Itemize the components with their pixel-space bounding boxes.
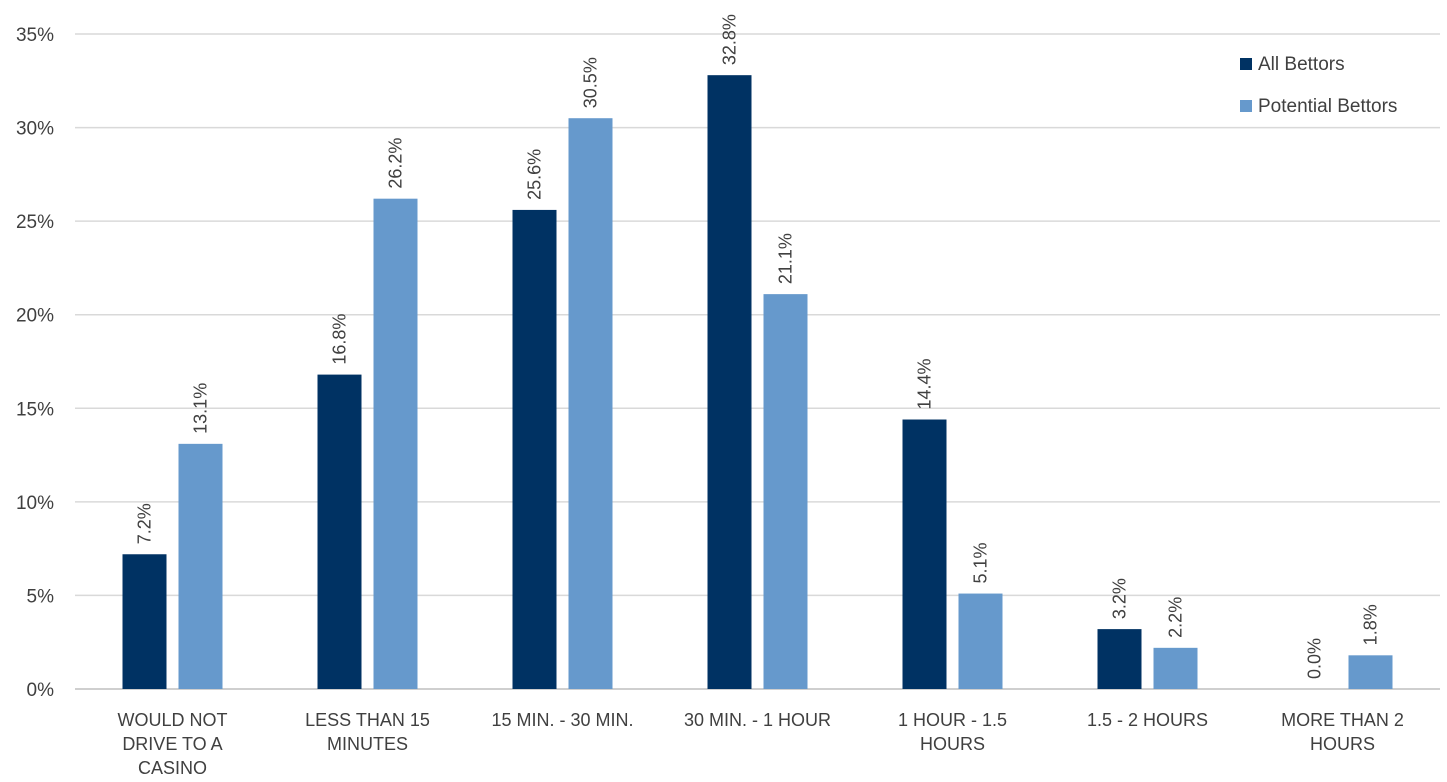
x-category-label: 1.5 - 2 HOURS <box>1087 710 1208 730</box>
y-tick-label: 20% <box>16 306 54 327</box>
x-category-label: CASINO <box>138 758 207 778</box>
y-tick-label: 30% <box>16 119 54 140</box>
bar-potential-bettors <box>178 443 223 689</box>
bar-all-bettors <box>707 75 752 689</box>
x-category-label: 1 HOUR - 1.5 <box>898 710 1007 730</box>
x-category-label: MINUTES <box>327 734 408 754</box>
y-tick-label: 25% <box>16 212 54 233</box>
data-label: 13.1% <box>191 383 211 434</box>
bar-all-bettors <box>512 209 557 689</box>
legend-label: All Bettors <box>1258 54 1345 75</box>
data-label: 14.4% <box>915 358 935 409</box>
x-category-label: HOURS <box>1310 734 1375 754</box>
x-category-label: 30 MIN. - 1 HOUR <box>684 710 831 730</box>
y-tick-label: 0% <box>27 680 55 701</box>
y-tick-label: 5% <box>27 586 55 607</box>
data-label: 16.8% <box>330 314 350 365</box>
legend-label: Potential Bettors <box>1258 96 1397 117</box>
data-label: 5.1% <box>971 543 991 584</box>
bar-potential-bettors <box>568 118 613 689</box>
bar-all-bettors <box>122 554 167 689</box>
data-labels: 7.2% 13.1% 16.8% 26.2% 25.6% 30.5% 32.8% 21.1% 1… <box>135 14 1381 679</box>
bar-potential-bettors <box>1348 655 1393 689</box>
y-tick-label: 10% <box>16 493 54 514</box>
bar-potential-bettors <box>1153 647 1198 689</box>
data-label: 0.0% <box>1305 638 1325 679</box>
x-axis-categories: WOULD NOT DRIVE TO A CASINO LESS THAN 15 MIN… <box>118 710 1404 778</box>
data-label: 3.2% <box>1110 578 1130 619</box>
x-category-label: DRIVE TO A <box>122 734 222 754</box>
bars <box>122 75 1393 689</box>
x-category-label: WOULD NOT <box>118 710 228 730</box>
x-category-label: MORE THAN 2 <box>1281 710 1404 730</box>
legend: All Bettors Potential Bettors <box>1240 54 1397 117</box>
bar-potential-bettors <box>763 294 808 689</box>
y-tick-label: 35% <box>16 25 54 46</box>
bar-all-bettors <box>902 419 947 689</box>
legend-swatch <box>1240 58 1252 70</box>
data-label: 2.2% <box>1166 597 1186 638</box>
data-label: 21.1% <box>776 233 796 284</box>
x-category-label: 15 MIN. - 30 MIN. <box>491 710 633 730</box>
y-tick-label: 15% <box>16 399 54 420</box>
data-label: 25.6% <box>525 149 545 200</box>
bar-all-bettors <box>317 374 362 689</box>
data-label: 1.8% <box>1361 604 1381 645</box>
data-label: 30.5% <box>581 57 601 108</box>
x-category-label: HOURS <box>920 734 985 754</box>
y-axis-ticks: 0% 5% 10% 15% 20% 25% 30% 35% <box>16 25 54 701</box>
data-label: 32.8% <box>720 14 740 65</box>
bar-all-bettors <box>1097 629 1142 689</box>
bar-potential-bettors <box>958 593 1003 689</box>
gridlines <box>75 33 1440 690</box>
data-label: 7.2% <box>135 503 155 544</box>
x-category-label: LESS THAN 15 <box>305 710 430 730</box>
data-label: 26.2% <box>386 138 406 189</box>
legend-swatch <box>1240 100 1252 112</box>
bar-potential-bettors <box>373 198 418 689</box>
